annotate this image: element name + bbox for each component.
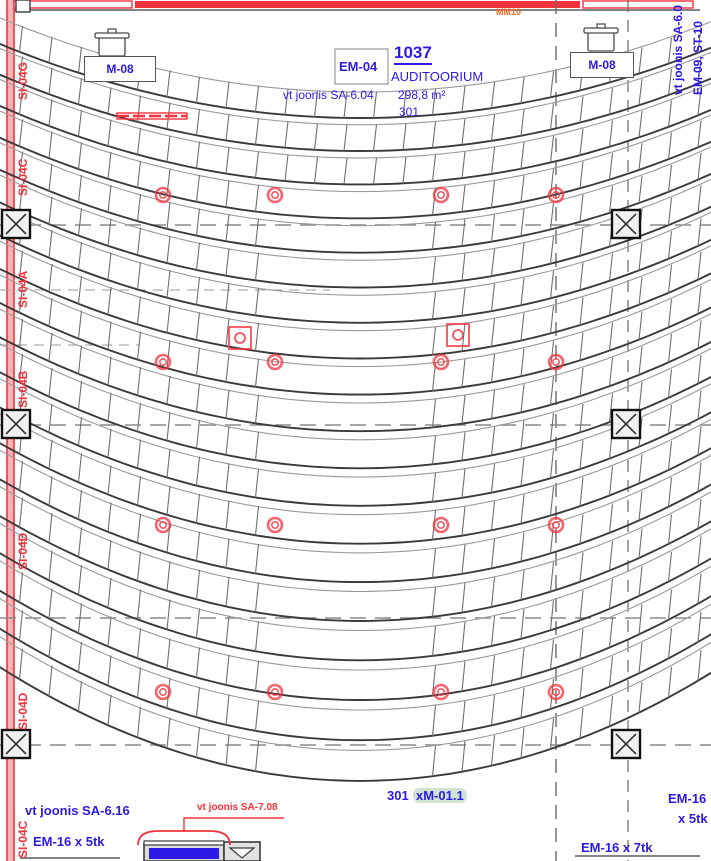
red-circle-marker — [432, 683, 450, 701]
red-circle-marker — [547, 683, 565, 701]
reference-right-vertical-1: vt joonis SA-6.0 — [671, 4, 685, 95]
red-circle-marker — [266, 683, 284, 701]
bottom-center-code-text: xM-01.1 — [413, 788, 467, 803]
room-area: 298,8 m² — [398, 88, 446, 102]
column-symbol — [0, 208, 32, 240]
structural-column-symbols — [0, 208, 642, 760]
pot-icon-left — [94, 28, 130, 57]
seating-rows-group — [0, 17, 711, 782]
red-circle-marker — [432, 353, 450, 371]
grid-label-si04g: SI-04G — [16, 61, 30, 100]
m08-left-box[interactable]: M-08 — [84, 56, 156, 82]
red-square-marker — [446, 323, 470, 347]
red-dash-detail-top — [116, 112, 188, 120]
grid-label-si04d-upper: SI-04D — [16, 532, 30, 570]
red-circle-marker — [154, 186, 172, 204]
grid-label-si04c-upper: SI-04C — [16, 158, 30, 196]
corner-wall-stub — [15, 0, 31, 13]
grid-label-si04a: SI-04A — [16, 270, 30, 308]
red-circle-marker — [266, 186, 284, 204]
red-square-markers — [228, 323, 470, 350]
bottom-equipment-detail — [137, 817, 284, 861]
grid-label-si04b: SI-04B — [16, 370, 30, 408]
reference-bottom-left-red: vt joonis SA-7.08 — [197, 802, 278, 813]
m08-right-label: M-08 — [588, 58, 616, 72]
room-number-text: 1037 — [394, 43, 432, 65]
horizontal-axis-lines — [0, 224, 711, 746]
column-symbol — [0, 408, 32, 440]
column-symbol — [0, 728, 32, 760]
red-circle-marker — [547, 186, 565, 204]
column-symbol — [610, 408, 642, 440]
red-circle-marker — [154, 353, 172, 371]
reference-right-vertical-2: EM-09, ST-10 — [691, 20, 705, 95]
red-circle-markers — [154, 186, 565, 701]
em04-box — [334, 48, 389, 85]
em04-label: EM-04 — [339, 59, 378, 74]
room-number: 1037 — [394, 43, 432, 65]
room-code: 301 — [399, 105, 420, 119]
red-circle-marker — [547, 516, 565, 534]
bottom-center-room: 301 — [387, 788, 409, 803]
bottom-center-code: xM-01.1 — [413, 788, 467, 803]
m08-left-label: M-08 — [106, 62, 134, 76]
bottom-left-count: EM-16 x 5tk — [33, 834, 105, 849]
red-circle-marker — [432, 516, 450, 534]
reference-top-center: vt joonis SA-6.04 — [283, 88, 374, 102]
grid-label-si04d-lower: SI-04D — [16, 692, 30, 730]
red-circle-marker — [432, 186, 450, 204]
column-symbol — [610, 208, 642, 240]
room-name: AUDITOORIUM — [391, 69, 484, 84]
red-circle-marker — [266, 516, 284, 534]
column-symbol — [610, 728, 642, 760]
red-circle-marker — [154, 683, 172, 701]
bottom-right-count-upper-2: x 5tk — [678, 811, 708, 826]
bottom-right-count-upper: EM-16 — [668, 791, 707, 806]
reference-bottom-left: vt joonis SA-6.16 — [25, 803, 130, 818]
bottom-label-underlines — [20, 855, 700, 859]
grid-label-si04c-lower: SI-04C — [16, 820, 30, 858]
m08-right-box[interactable]: M-08 — [570, 52, 634, 78]
mm10-marker-label: MM10 — [496, 7, 522, 17]
red-circle-marker — [547, 353, 565, 371]
top-wall-band — [11, 0, 700, 11]
pot-icon-right — [583, 23, 619, 52]
red-circle-marker — [154, 516, 172, 534]
bottom-right-count-lower: EM-16 x 7tk — [581, 840, 653, 855]
red-circle-marker — [266, 353, 284, 371]
red-square-marker — [228, 326, 252, 350]
